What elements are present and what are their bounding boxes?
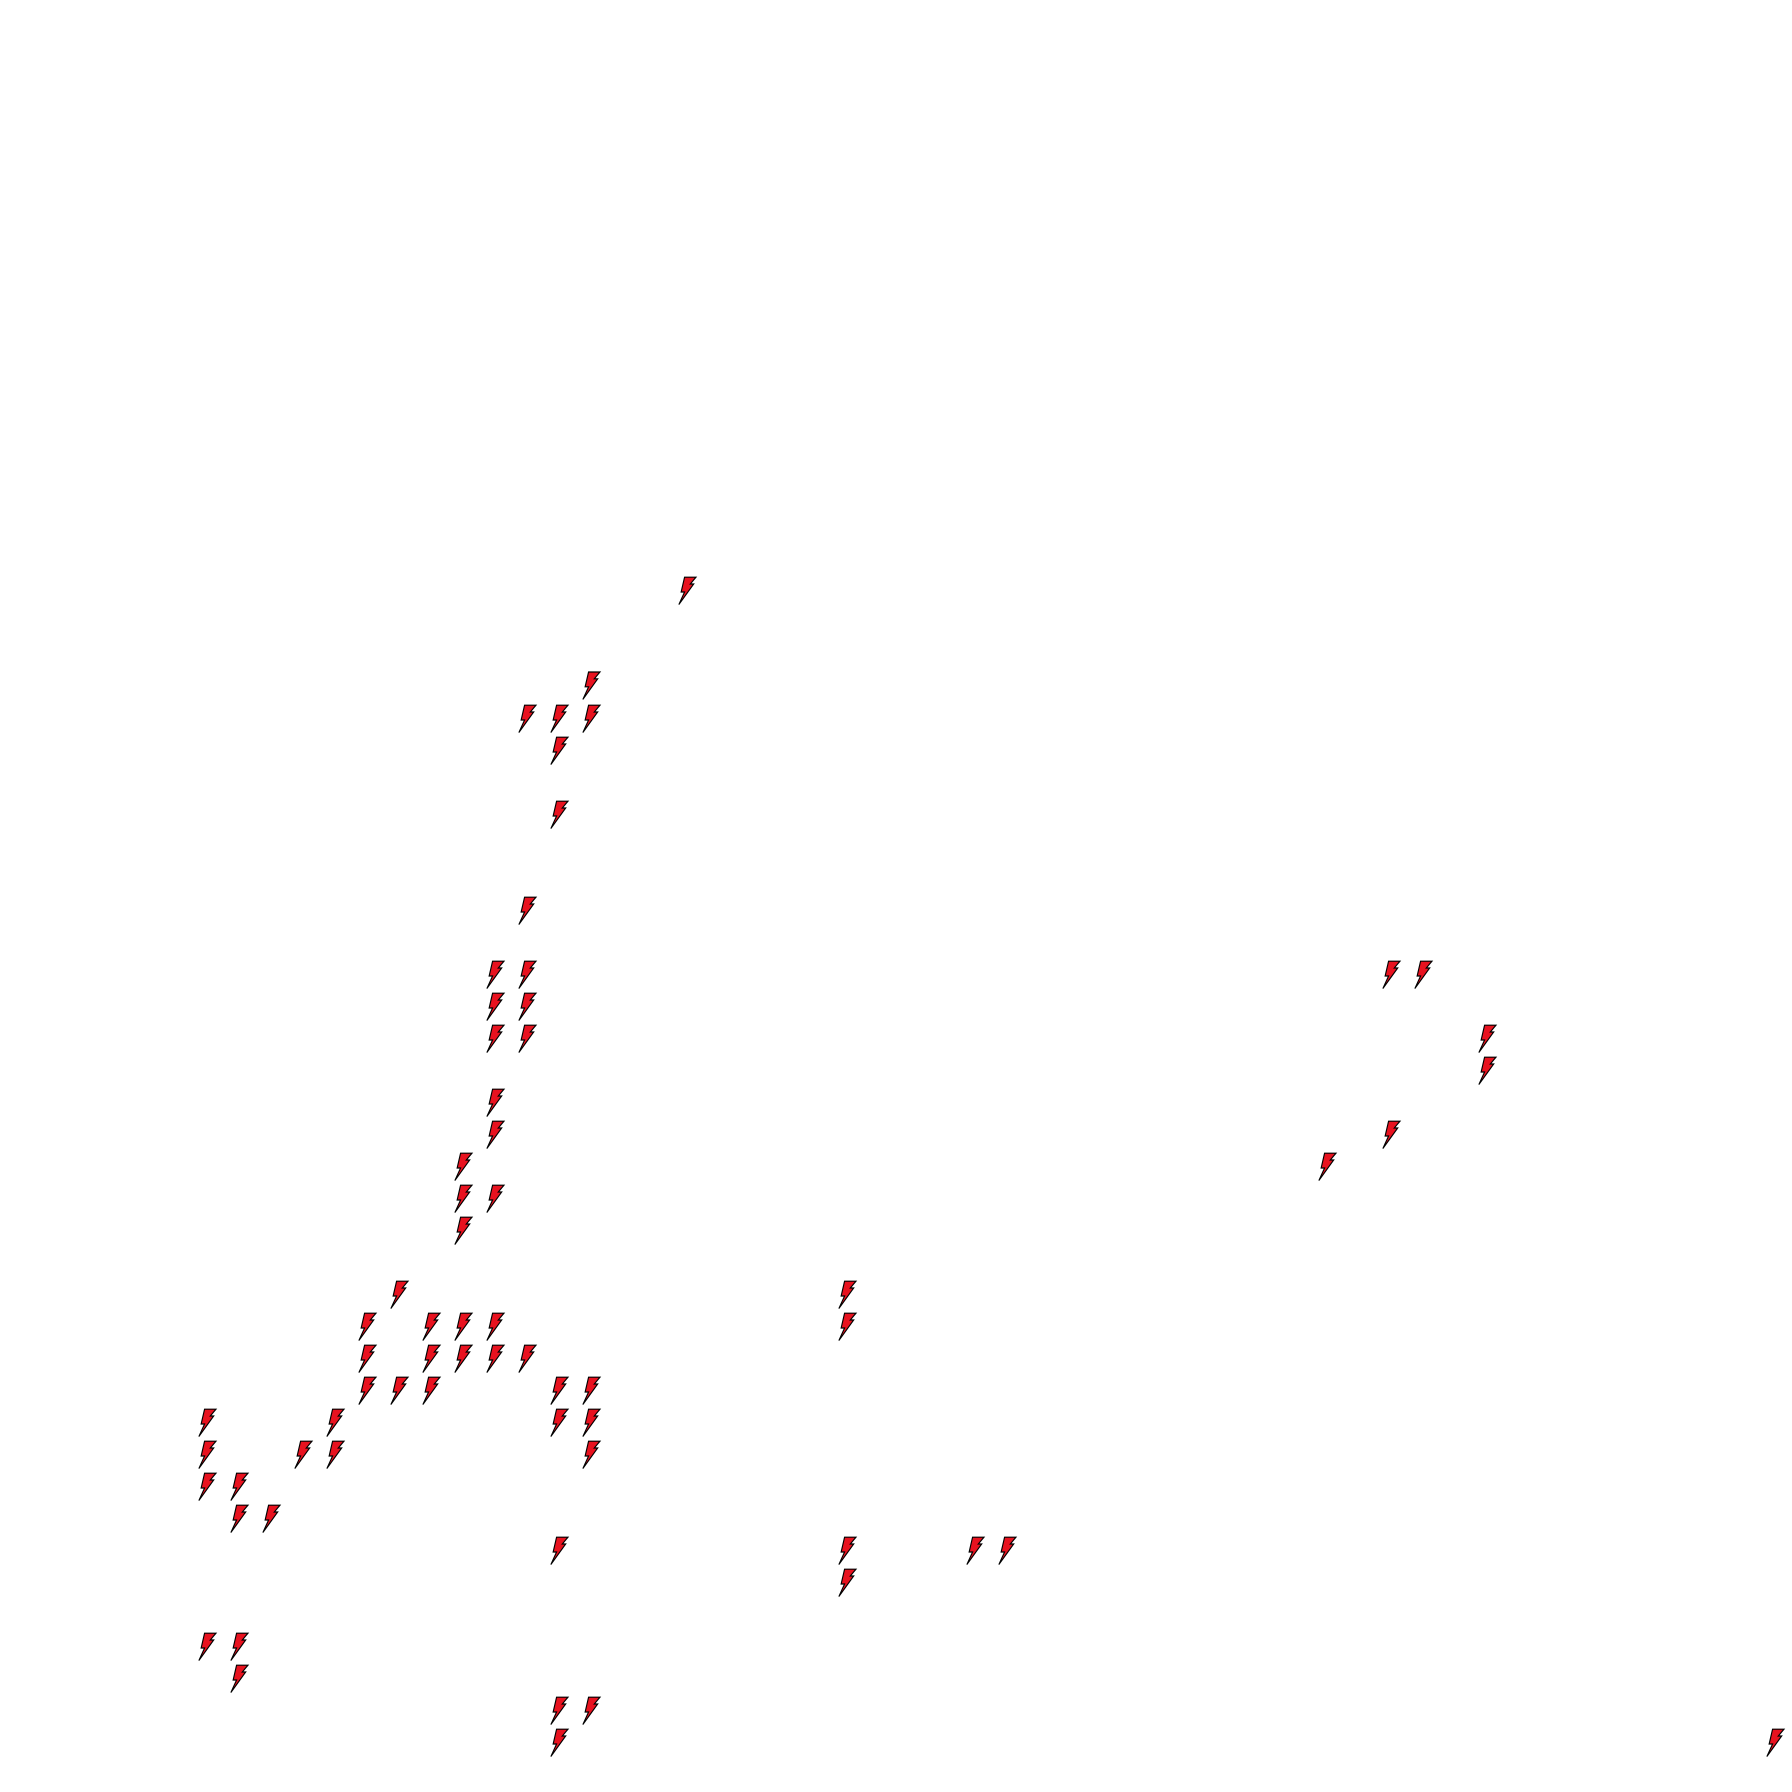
power-marker: [486, 960, 506, 989]
power-marker: [198, 1440, 218, 1469]
power-marker: [518, 704, 538, 733]
power-marker: [966, 1536, 986, 1565]
power-marker: [582, 1408, 602, 1437]
power-marker: [230, 1472, 250, 1501]
power-marker: [486, 1120, 506, 1149]
power-marker: [550, 704, 570, 733]
power-marker: [454, 1184, 474, 1213]
power-marker: [422, 1312, 442, 1341]
power-marker: [582, 1376, 602, 1405]
power-marker: [358, 1344, 378, 1373]
power-marker: [294, 1440, 314, 1469]
power-marker: [358, 1376, 378, 1405]
power-marker: [486, 1184, 506, 1213]
power-marker: [838, 1568, 858, 1597]
power-marker: [454, 1216, 474, 1245]
power-marker: [518, 896, 538, 925]
power-marker: [1766, 1728, 1786, 1757]
power-marker: [326, 1408, 346, 1437]
power-marker: [262, 1504, 282, 1533]
power-marker: [550, 800, 570, 829]
power-marker: [230, 1504, 250, 1533]
power-marker: [486, 1088, 506, 1117]
power-marker: [1318, 1152, 1338, 1181]
power-marker: [838, 1536, 858, 1565]
power-marker: [486, 1344, 506, 1373]
power-marker: [1478, 1024, 1498, 1053]
power-marker: [582, 671, 602, 700]
power-marker: [550, 1696, 570, 1725]
power-marker: [486, 992, 506, 1021]
power-marker: [1478, 1056, 1498, 1085]
power-marker: [518, 960, 538, 989]
power-marker: [486, 1312, 506, 1341]
power-marker: [198, 1632, 218, 1661]
power-marker: [390, 1280, 410, 1309]
power-marker: [1414, 960, 1434, 989]
power-marker: [454, 1312, 474, 1341]
power-marker: [1382, 1120, 1402, 1149]
power-marker: [582, 704, 602, 733]
power-marker: [358, 1312, 378, 1341]
power-marker: [998, 1536, 1018, 1565]
power-marker: [326, 1440, 346, 1469]
power-marker: [198, 1408, 218, 1437]
power-marker: [582, 1696, 602, 1725]
power-marker: [550, 736, 570, 765]
power-marker: [454, 1152, 474, 1181]
power-marker: [518, 992, 538, 1021]
power-marker: [422, 1376, 442, 1405]
power-marker: [198, 1472, 218, 1501]
power-marker: [550, 1376, 570, 1405]
power-marker: [518, 1024, 538, 1053]
power-marker: [550, 1728, 570, 1757]
power-marker: [550, 1408, 570, 1437]
power-marker: [838, 1280, 858, 1309]
power-marker: [390, 1376, 410, 1405]
power-marker: [454, 1344, 474, 1373]
power-marker: [518, 1344, 538, 1373]
power-marker: [582, 1440, 602, 1469]
power-marker: [486, 1024, 506, 1053]
power-marker: [550, 1536, 570, 1565]
power-marker: [422, 1344, 442, 1373]
power-marker: [678, 576, 698, 605]
power-marker: [230, 1632, 250, 1661]
power-marker: [230, 1664, 250, 1693]
power-marker: [1382, 960, 1402, 989]
power-marker: [838, 1312, 858, 1341]
